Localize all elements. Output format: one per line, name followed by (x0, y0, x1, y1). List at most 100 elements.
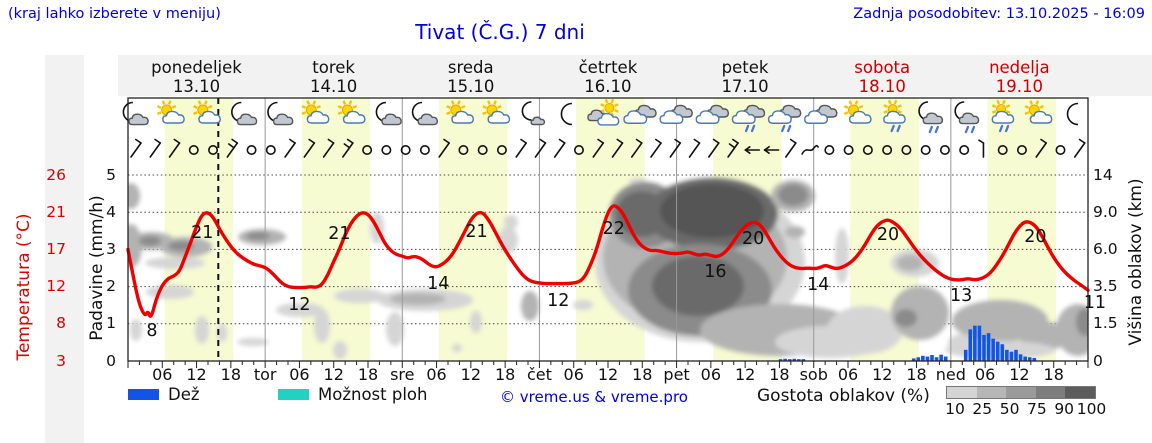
x-tick-label: 18 (494, 365, 516, 384)
x-tick-label: 06 (152, 365, 173, 384)
cloud-blob (827, 306, 903, 354)
wind-symbol-v (978, 139, 985, 158)
rain-bar (1027, 357, 1032, 361)
wind-symbol-b (284, 138, 296, 158)
day-name: nedelja (989, 58, 1050, 77)
weather-icon-moon-cloud (375, 101, 402, 126)
wind-symbol-o (362, 145, 373, 156)
cloud-blob (778, 184, 808, 206)
x-tick-label: 18 (769, 365, 790, 384)
cloud-blob (217, 324, 227, 342)
precip-tick: 1 (106, 314, 116, 333)
cloud-blob (895, 309, 917, 327)
weather-icon-moon-cloud (231, 101, 258, 126)
wind-symbol-o (959, 145, 970, 156)
rain-bar (921, 355, 925, 361)
day-date: 19.10 (995, 77, 1043, 96)
gradient-step-label: 100 (1076, 400, 1107, 418)
precip-tick: 3 (106, 239, 116, 258)
weather-icon-sun-clouds (587, 98, 620, 126)
rain-bar (1032, 358, 1037, 361)
gradient-step (1065, 387, 1095, 398)
day-name: petek (721, 58, 769, 77)
x-tick-label: ned (935, 365, 966, 384)
weather-icon-sun-cloud (193, 100, 221, 124)
wind-symbol-o (265, 145, 276, 156)
day-name: sreda (447, 58, 494, 77)
rain-bar (982, 334, 986, 361)
wind-symbol-o (882, 145, 893, 156)
rain-bar (1000, 344, 1005, 361)
rain-bar (1009, 351, 1014, 361)
rain-bar (943, 356, 948, 361)
cloud-blob (139, 236, 161, 246)
weather-icon-sun-cloud-rain (883, 99, 906, 133)
wind-symbol-b (669, 138, 682, 158)
page-title: Tivat (Č.G.) 7 dni (415, 20, 585, 44)
cloud-blob (145, 257, 205, 269)
wind-symbol-b (1073, 138, 1086, 158)
wind-symbol-f (226, 138, 239, 158)
weather-icon-sun-cloud (843, 100, 872, 124)
wind-symbol-o (496, 145, 507, 156)
gradient-step-label: 10 (945, 400, 965, 418)
cloud-blob (195, 316, 209, 344)
x-tick-label: 18 (906, 365, 927, 384)
cloud-density-label: Gostota oblakov (%) (757, 386, 930, 406)
x-tick-label: 06 (426, 365, 447, 384)
gradient-step-label: 25 (972, 400, 993, 418)
menu-hint: (kraj lahko izberete v meniju) (8, 6, 221, 22)
rain-bar (797, 359, 801, 361)
x-tick-label: pet (663, 365, 690, 384)
weather-icon-clouds (804, 104, 838, 124)
cloud-blob (128, 183, 140, 209)
weather-icon-moon (560, 102, 572, 126)
wind-symbol-o (188, 145, 199, 156)
cloud-blob (276, 303, 324, 317)
weather-icon-clouds-rain (767, 104, 802, 133)
cloud-blob (333, 341, 347, 359)
cloud-blob (835, 228, 849, 284)
gradient-step (1035, 387, 1066, 398)
wind-symbol-b (785, 138, 797, 158)
weather-icon-moon-cloud-rain (918, 101, 944, 134)
precip-tick: 4 (106, 202, 116, 221)
day-name: sobota (854, 58, 911, 77)
wind-symbol-o (1055, 145, 1066, 156)
x-tick-label: 12 (734, 365, 756, 384)
wind-symbol-o (901, 145, 912, 156)
gradient-step-label: 90 (1054, 400, 1075, 418)
rain-bar (1023, 356, 1027, 361)
x-tick-label: tor (253, 365, 277, 384)
cloud-blob (314, 309, 330, 343)
weather-icon-clouds (623, 104, 657, 124)
rain-bar (1005, 349, 1009, 361)
wind-symbol-l (744, 146, 761, 154)
wind-symbol-b (515, 138, 528, 158)
rain-bar (939, 354, 943, 361)
wind-row (130, 138, 1086, 158)
temp-tick: 17 (46, 239, 66, 258)
precip-tick: 5 (106, 165, 116, 184)
weather-icon-moon-cloud-rain (954, 101, 980, 134)
wind-symbol-o (400, 145, 411, 156)
cloud-height-tick: 1.5 (1093, 314, 1118, 333)
weather-icon-sun-cloud (156, 100, 185, 124)
temp-tick: 12 (46, 277, 66, 296)
cloud-blob (521, 291, 539, 321)
rain-bar (977, 325, 982, 361)
copyright-link[interactable]: © vreme.us & vreme.pro (500, 388, 688, 406)
x-tick-label: 12 (460, 365, 482, 384)
gradient-step (976, 387, 1007, 398)
wind-symbol-l (763, 146, 780, 154)
day-date: 18.10 (858, 77, 906, 96)
temp-tick: 3 (56, 351, 66, 370)
wind-symbol-s (801, 144, 819, 155)
wind-symbol-f (727, 138, 739, 158)
wind-symbol-o (1016, 145, 1027, 156)
temp-tick: 26 (46, 165, 66, 184)
wind-symbol-b (149, 138, 162, 158)
rain-bar (991, 338, 995, 361)
x-tick-label: sob (799, 365, 828, 384)
